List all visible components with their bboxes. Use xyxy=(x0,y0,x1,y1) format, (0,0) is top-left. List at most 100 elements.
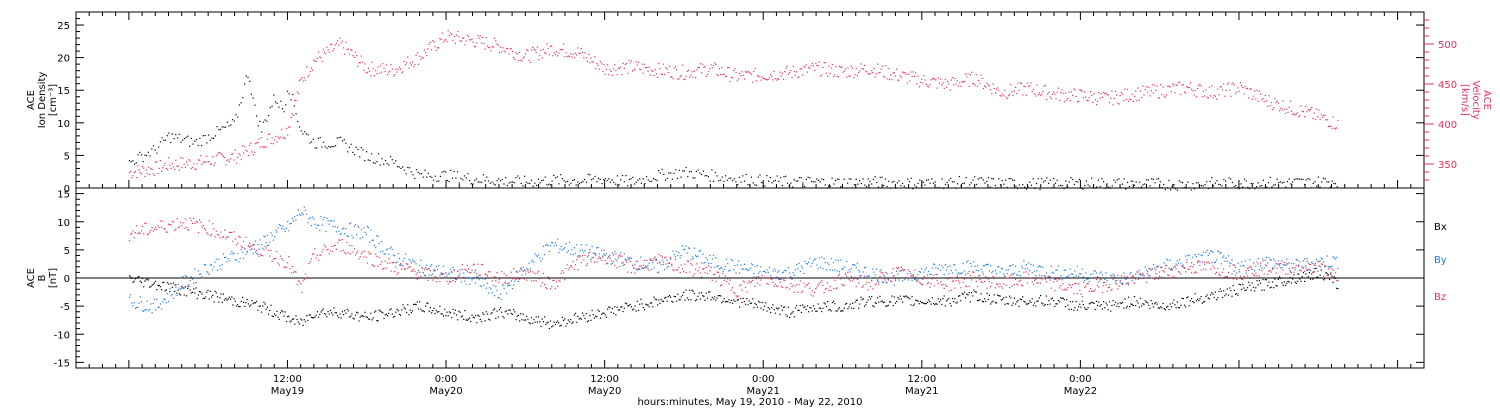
density-point xyxy=(228,125,230,127)
density-point xyxy=(156,152,158,154)
velocity-point xyxy=(1139,90,1142,92)
bz-point xyxy=(793,291,795,293)
bx-point xyxy=(578,318,580,320)
velocity-point xyxy=(943,87,945,90)
velocity-point xyxy=(547,47,549,50)
bx-point xyxy=(817,303,819,305)
by-point xyxy=(938,264,941,266)
bx-point xyxy=(353,318,355,320)
by-point xyxy=(862,271,864,273)
bz-point xyxy=(731,287,734,289)
bz-point xyxy=(274,257,276,260)
bx-point xyxy=(1169,303,1171,305)
density-point xyxy=(1029,181,1031,183)
bz-point xyxy=(574,264,577,266)
bz-point xyxy=(747,282,749,284)
bx-point xyxy=(805,308,807,310)
bx-point xyxy=(1300,280,1302,282)
density-point xyxy=(1060,184,1062,186)
bz-point xyxy=(484,273,486,275)
bx-point xyxy=(891,295,893,297)
density-point xyxy=(1010,177,1012,180)
bz-point xyxy=(247,245,249,247)
velocity-point xyxy=(733,70,735,72)
velocity-point xyxy=(1274,98,1276,100)
bx-point xyxy=(429,307,431,309)
bx-point xyxy=(395,311,397,313)
by-point xyxy=(1244,260,1246,262)
by-point xyxy=(1219,252,1221,255)
bz-point xyxy=(300,283,302,285)
bx-point xyxy=(1168,309,1170,311)
velocity-point xyxy=(425,52,427,54)
by-point xyxy=(924,269,926,271)
bz-point xyxy=(1177,271,1180,273)
bz-point xyxy=(803,282,805,284)
bz-point xyxy=(1049,279,1051,281)
bz-point xyxy=(1069,284,1071,286)
velocity-point xyxy=(881,65,883,67)
bx-point xyxy=(859,303,861,305)
velocity-point xyxy=(529,61,531,63)
density-point xyxy=(1097,179,1099,181)
velocity-point xyxy=(925,83,927,85)
velocity-point xyxy=(1226,83,1228,85)
bx-point xyxy=(1167,305,1169,307)
density-point xyxy=(207,134,210,136)
velocity-point xyxy=(270,142,272,144)
velocity-point xyxy=(750,73,753,75)
bz-point xyxy=(560,272,562,274)
bx-point xyxy=(1017,300,1019,302)
velocity-point xyxy=(1001,93,1004,95)
by-point xyxy=(872,268,874,270)
by-point xyxy=(467,277,469,279)
bz-point xyxy=(1276,267,1278,269)
bz-point xyxy=(390,270,392,272)
bx-point xyxy=(1069,301,1071,303)
velocity-point xyxy=(1193,94,1195,96)
velocity-point xyxy=(762,78,764,80)
bz-point xyxy=(200,221,202,223)
by-point xyxy=(505,292,508,294)
velocity-point xyxy=(387,73,389,76)
density-point xyxy=(378,153,380,155)
bx-point xyxy=(715,299,717,301)
bx-point xyxy=(188,285,190,288)
bz-point xyxy=(762,277,764,279)
bx-point xyxy=(787,306,789,308)
density-point xyxy=(864,184,866,186)
bz-point xyxy=(701,276,703,278)
by-point xyxy=(705,257,707,259)
bx-point xyxy=(1095,300,1098,302)
bx-point xyxy=(1091,301,1093,303)
bx-point xyxy=(632,309,634,311)
by-point xyxy=(463,272,465,274)
velocity-point xyxy=(195,168,197,170)
bz-point xyxy=(458,275,460,277)
by-point xyxy=(398,257,401,260)
density-point xyxy=(991,178,993,180)
bx-point xyxy=(748,300,750,302)
bz-point xyxy=(1182,266,1184,268)
bx-point xyxy=(304,321,307,323)
bx-point xyxy=(993,294,995,296)
bx-point xyxy=(1034,302,1036,304)
density-point xyxy=(245,75,247,77)
by-point xyxy=(1022,267,1024,269)
bz-point xyxy=(613,261,615,263)
velocity-point xyxy=(1208,86,1210,88)
by-point xyxy=(1305,267,1307,269)
velocity-point xyxy=(1157,97,1159,99)
bx-point xyxy=(1239,284,1241,286)
density-point xyxy=(786,182,789,184)
velocity-point xyxy=(1143,94,1145,96)
by-point xyxy=(1191,262,1193,264)
bx-point xyxy=(536,321,538,323)
bz-point xyxy=(170,224,172,226)
bx-point xyxy=(176,292,178,294)
velocity-point xyxy=(548,54,550,56)
bz-point xyxy=(513,268,515,270)
bx-point xyxy=(177,289,179,291)
bx-point xyxy=(1280,277,1282,279)
by-point xyxy=(727,263,729,265)
